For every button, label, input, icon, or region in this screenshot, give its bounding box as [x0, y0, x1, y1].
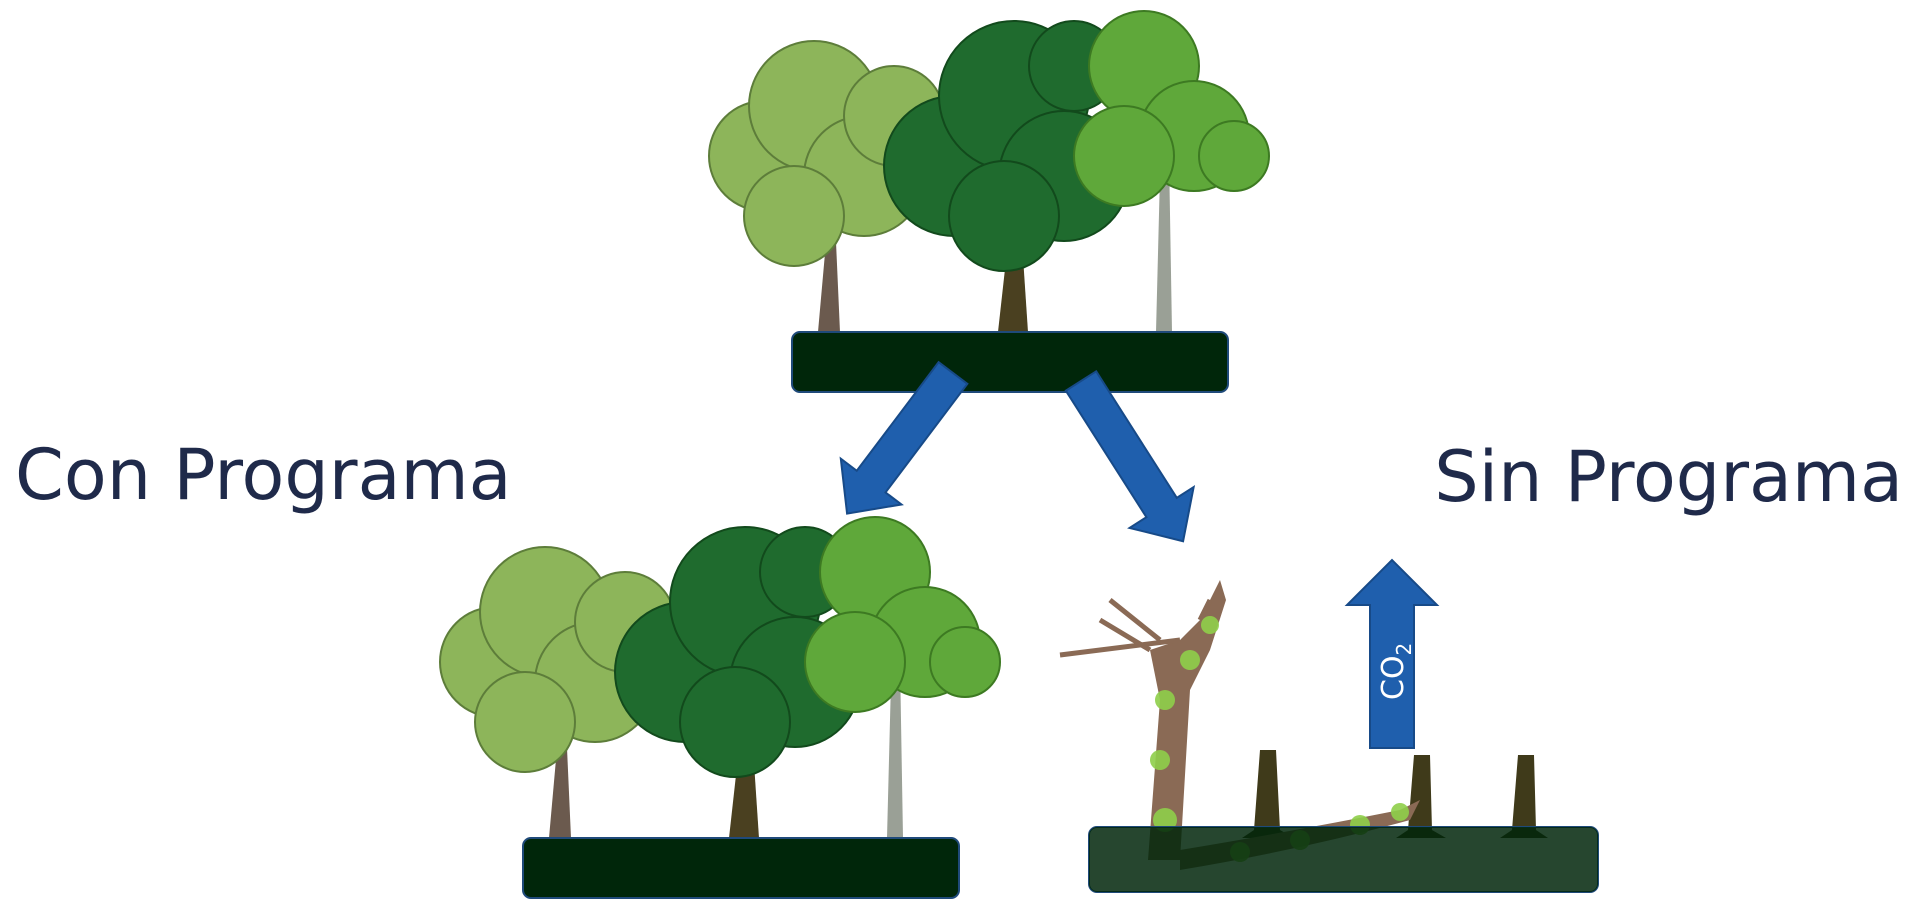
left-label: Con Programa — [15, 434, 512, 516]
ground-platform — [523, 838, 959, 898]
co2-subscript: 2 — [1392, 643, 1416, 656]
ground-platform — [1089, 827, 1598, 892]
forest — [440, 517, 1000, 838]
forest — [709, 11, 1269, 332]
ground-platform — [792, 332, 1228, 392]
right-label: Sin Programa — [1434, 436, 1903, 518]
page: Con Programa Sin Programa CO2 (() => { c… — [0, 0, 1916, 901]
diagram: Con Programa Sin Programa CO2 — [0, 0, 1916, 901]
co2-main: CO — [1376, 655, 1411, 700]
